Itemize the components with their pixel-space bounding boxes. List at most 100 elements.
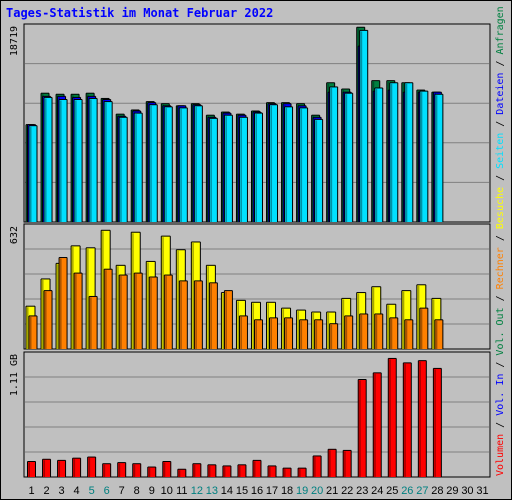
bar-volumen-day-19	[297, 467, 307, 477]
x-tick-label-9: 9	[149, 485, 155, 497]
x-tick-label-3: 3	[59, 485, 65, 497]
chart-title: Tages-Statistik im Monat Februar 2022	[6, 6, 274, 20]
bar-rechner-day-4	[73, 272, 83, 349]
x-tick-label-16: 16	[251, 485, 263, 497]
bar-seiten-day-14	[223, 114, 233, 222]
bar-seiten-day-10	[163, 106, 173, 222]
bar-volumen-day-1	[27, 460, 36, 477]
bar-volumen-day-6	[102, 463, 112, 477]
bar-seiten-day-15	[238, 116, 248, 222]
x-tick-label-22: 22	[341, 485, 353, 497]
bar-rechner-day-10	[163, 274, 173, 349]
bar-seiten-day-25	[389, 82, 399, 223]
x-tick-label-19: 19	[296, 485, 308, 497]
bar-rechner-day-3	[58, 257, 68, 349]
x-tick-label-29: 29	[446, 485, 458, 497]
bar-rechner-day-26	[404, 319, 414, 349]
bar-volumen-day-24	[372, 372, 382, 477]
legend-seiten: Seiten	[495, 133, 506, 169]
bar-seiten-day-16	[253, 112, 263, 222]
bar-rechner-day-14	[223, 290, 233, 349]
bar-volumen-day-9	[147, 466, 157, 477]
bar-volumen-day-25	[387, 357, 397, 477]
bar-seiten-day-26	[404, 82, 414, 223]
right-legend: Volumen / Vol. In / Vol. Out / Rechner /…	[495, 6, 506, 476]
x-tick-label-25: 25	[386, 485, 398, 497]
bar-volumen-day-26	[402, 362, 412, 477]
bar-seiten-day-9	[148, 104, 158, 222]
bar-seiten-day-13	[208, 117, 218, 222]
legend-besuche: Besuche	[495, 187, 506, 229]
x-tick-label-13: 13	[206, 485, 218, 497]
x-tick-label-20: 20	[311, 485, 323, 497]
x-tick-label-11: 11	[176, 485, 187, 497]
legend-rechner: Rechner	[495, 247, 506, 289]
bar-rechner-day-7	[118, 274, 128, 349]
bar-seiten-day-11	[178, 107, 188, 222]
bar-seiten-day-21	[329, 86, 339, 222]
bar-rechner-day-17	[269, 317, 279, 349]
bar-rechner-day-9	[148, 276, 158, 349]
bar-rechner-day-12	[193, 280, 203, 349]
x-tick-label-4: 4	[74, 485, 80, 497]
bar-rechner-day-11	[178, 280, 188, 349]
x-tick-label-23: 23	[356, 485, 368, 497]
bar-seiten-day-22	[344, 92, 354, 223]
bar-seiten-day-3	[58, 98, 68, 222]
bar-seiten-day-8	[133, 112, 143, 222]
y-max-label-bottom: 1.11 GB	[9, 354, 20, 396]
bar-volumen-day-14	[222, 465, 232, 477]
bar-rechner-day-13	[208, 282, 218, 349]
bar-seiten-day-4	[73, 98, 83, 222]
x-tick-label-8: 8	[134, 485, 140, 497]
bar-seiten-day-7	[118, 116, 128, 222]
legend-vol_in: Vol. In	[495, 374, 506, 416]
bar-volumen-day-18	[282, 467, 292, 477]
x-tick-label-26: 26	[401, 485, 413, 497]
bar-seiten-day-28	[434, 93, 444, 222]
bar-volumen-day-4	[72, 457, 82, 477]
x-tick-label-15: 15	[236, 485, 248, 497]
bar-rechner-day-28	[434, 319, 444, 349]
bar-rechner-day-6	[103, 268, 113, 349]
bar-rechner-day-23	[359, 313, 369, 349]
x-tick-label-7: 7	[119, 485, 125, 497]
x-tick-label-31: 31	[476, 485, 488, 497]
bar-rechner-day-25	[389, 317, 399, 349]
bar-volumen-day-28	[432, 367, 442, 477]
bar-seiten-day-12	[193, 105, 203, 222]
x-tick-label-14: 14	[221, 485, 233, 497]
x-tick-label-28: 28	[431, 485, 443, 497]
bar-rechner-day-2	[43, 290, 53, 349]
bar-seiten-day-17	[269, 104, 279, 222]
x-tick-label-30: 30	[461, 485, 473, 497]
x-tick-label-18: 18	[281, 485, 293, 497]
bar-rechner-day-20	[314, 319, 324, 349]
bar-volumen-day-5	[87, 456, 97, 477]
bar-seiten-day-1	[28, 125, 38, 222]
bar-volumen-day-12	[192, 463, 202, 477]
bar-rechner-day-27	[419, 307, 429, 349]
bar-seiten-day-24	[374, 87, 384, 223]
bar-seiten-day-20	[314, 118, 324, 222]
bar-rechner-day-16	[253, 319, 263, 349]
legend-anfragen: Anfragen	[495, 6, 506, 54]
bar-seiten-day-23	[359, 29, 369, 222]
bar-rechner-day-24	[374, 313, 384, 349]
x-tick-label-12: 12	[191, 485, 203, 497]
x-tick-label-6: 6	[104, 485, 110, 497]
bar-volumen-day-22	[342, 449, 352, 477]
bar-volumen-day-7	[117, 462, 127, 477]
legend-dateien: Dateien	[495, 73, 506, 115]
bar-volumen-day-15	[237, 464, 247, 477]
bar-rechner-day-19	[299, 319, 309, 349]
y-max-label-top: 18719	[9, 26, 20, 56]
bar-volumen-day-10	[162, 460, 172, 477]
bar-rechner-day-18	[284, 317, 294, 349]
bar-seiten-day-18	[284, 106, 294, 222]
legend-vol_out: Vol. Out	[495, 307, 506, 355]
x-tick-label-27: 27	[416, 485, 428, 497]
x-tick-label-1: 1	[28, 485, 34, 497]
bar-volumen-day-23	[357, 378, 367, 477]
